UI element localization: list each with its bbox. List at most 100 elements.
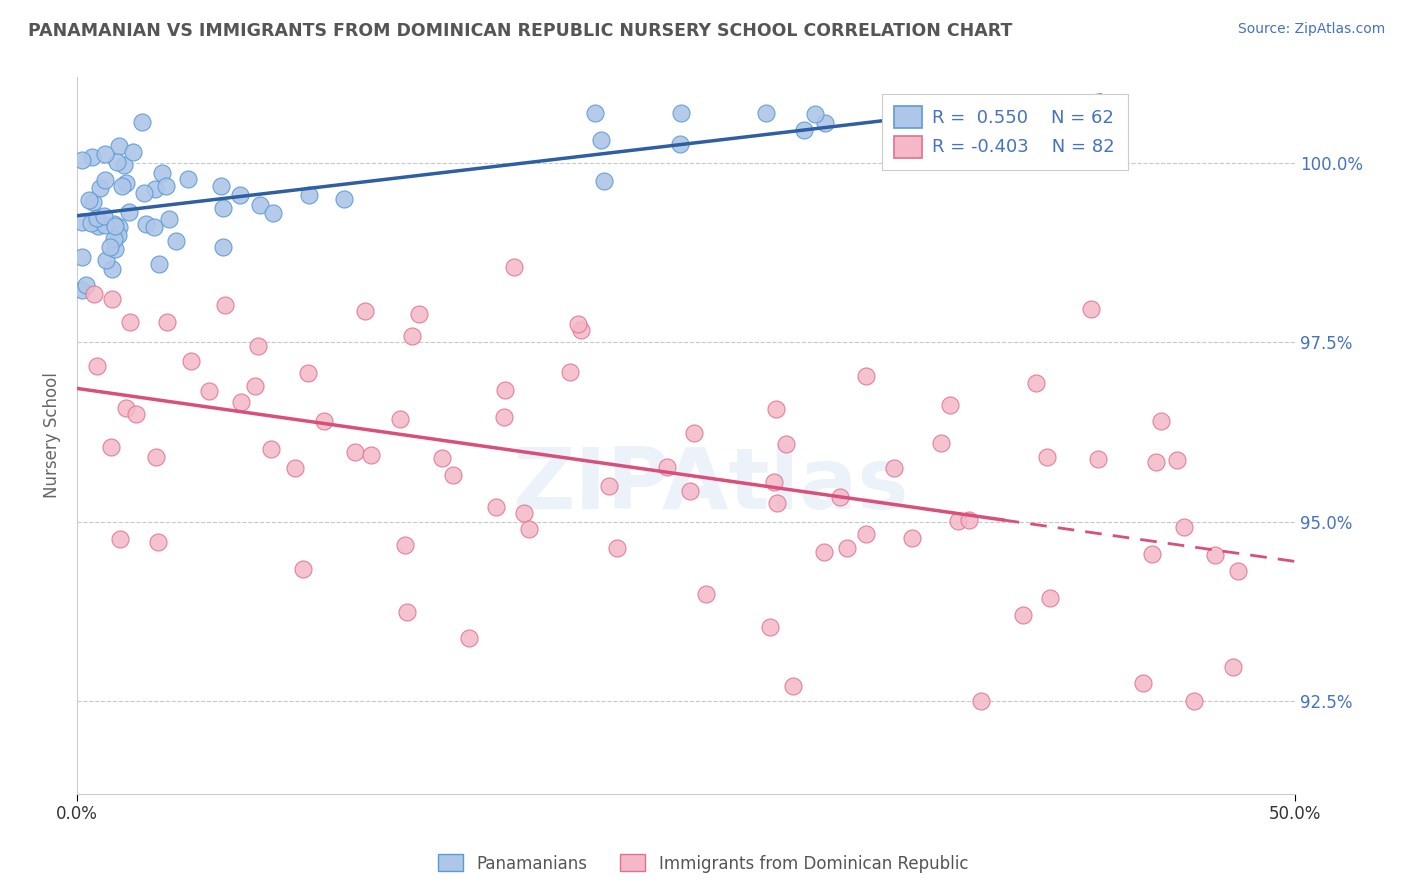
Point — [814, 116, 837, 130]
Point — [111, 179, 134, 194]
Point — [70, 284, 93, 298]
Point — [84, 211, 107, 226]
Point — [1184, 693, 1206, 707]
Point — [75, 278, 97, 293]
Point — [765, 401, 787, 416]
Point — [114, 176, 136, 190]
Point — [103, 217, 125, 231]
Point — [492, 409, 515, 424]
Point — [1012, 607, 1035, 622]
Point — [883, 460, 905, 475]
Point — [103, 232, 125, 246]
Point — [262, 206, 284, 220]
Point — [98, 240, 121, 254]
Point — [94, 173, 117, 187]
Point — [145, 450, 167, 465]
Text: PANAMANIAN VS IMMIGRANTS FROM DOMINICAN REPUBLIC NURSERY SCHOOL CORRELATION CHAR: PANAMANIAN VS IMMIGRANTS FROM DOMINICAN … — [28, 22, 1012, 40]
Point — [1144, 455, 1167, 469]
Point — [513, 506, 536, 520]
Point — [668, 137, 690, 152]
Point — [209, 179, 232, 194]
Point — [657, 460, 679, 475]
Point — [259, 442, 281, 457]
Point — [502, 260, 524, 274]
Point — [104, 242, 127, 256]
Point — [560, 365, 582, 379]
Point — [766, 496, 789, 510]
Point — [214, 298, 236, 312]
Point — [1204, 549, 1226, 563]
Point — [114, 401, 136, 416]
Point — [180, 354, 202, 368]
Point — [395, 605, 418, 619]
Point — [148, 535, 170, 549]
Point — [695, 587, 717, 601]
Point — [333, 192, 356, 206]
Point — [755, 106, 778, 120]
Point — [135, 217, 157, 231]
Point — [80, 216, 103, 230]
Point — [70, 153, 93, 168]
Point — [401, 329, 423, 343]
Point — [1035, 450, 1057, 465]
Point — [494, 383, 516, 397]
Point — [177, 171, 200, 186]
Point — [157, 211, 180, 226]
Point — [86, 359, 108, 374]
Point — [197, 384, 219, 398]
Point — [583, 106, 606, 120]
Point — [669, 106, 692, 120]
Point — [1150, 414, 1173, 428]
Point — [105, 155, 128, 169]
Point — [80, 150, 103, 164]
Point — [1025, 376, 1047, 390]
Point — [96, 253, 118, 268]
Point — [775, 436, 797, 450]
Point — [1140, 547, 1163, 561]
Point — [855, 368, 877, 383]
Point — [793, 122, 815, 136]
Point — [606, 541, 628, 555]
Point — [1038, 591, 1060, 606]
Point — [441, 467, 464, 482]
Point — [243, 379, 266, 393]
Point — [929, 436, 952, 450]
Point — [87, 219, 110, 234]
Point — [155, 178, 177, 193]
Point — [1166, 452, 1188, 467]
Point — [1080, 301, 1102, 316]
Point — [100, 440, 122, 454]
Point — [759, 620, 782, 634]
Point — [86, 211, 108, 225]
Point — [108, 139, 131, 153]
Point — [946, 514, 969, 528]
Text: ZIPAtlas: ZIPAtlas — [512, 444, 908, 527]
Point — [1173, 520, 1195, 534]
Point — [354, 303, 377, 318]
Point — [394, 537, 416, 551]
Point — [591, 133, 613, 147]
Point — [70, 250, 93, 264]
Point — [813, 545, 835, 559]
Point — [89, 181, 111, 195]
Y-axis label: Nursery School: Nursery School — [44, 373, 60, 499]
Point — [430, 450, 453, 465]
Point — [900, 531, 922, 545]
Point — [93, 209, 115, 223]
Point — [131, 115, 153, 129]
Point — [107, 228, 129, 243]
Point — [803, 106, 825, 120]
Point — [408, 307, 430, 321]
Point — [148, 257, 170, 271]
Point — [828, 491, 851, 505]
Point — [855, 526, 877, 541]
Point — [593, 174, 616, 188]
Point — [134, 186, 156, 201]
Point — [150, 166, 173, 180]
Legend: R =  0.550    N = 62, R = -0.403    N = 82: R = 0.550 N = 62, R = -0.403 N = 82 — [882, 94, 1128, 170]
Point — [284, 460, 307, 475]
Point — [70, 214, 93, 228]
Point — [567, 317, 589, 331]
Point — [145, 182, 167, 196]
Point — [83, 286, 105, 301]
